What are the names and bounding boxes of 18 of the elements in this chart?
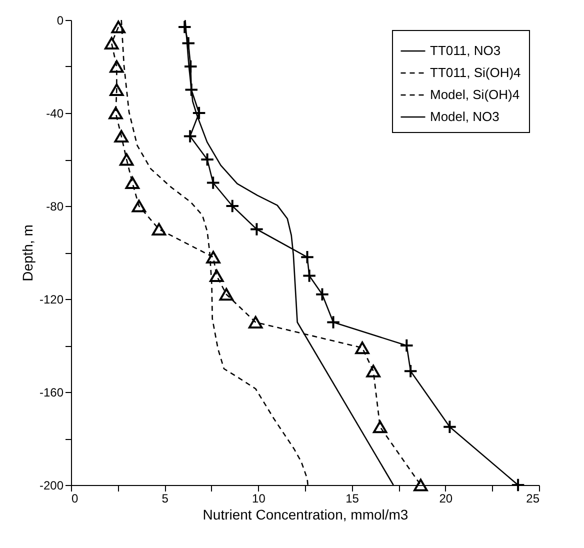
y-tick-label: -200 [39, 478, 64, 492]
x-tick-label: 15 [346, 492, 360, 506]
legend-label: Model, NO3 [430, 109, 500, 124]
legend-label: Model, Si(OH)4 [430, 87, 520, 102]
y-tick-label: 0 [56, 14, 64, 28]
y-tick-label: -80 [46, 200, 64, 214]
x-axis-title: Nutrient Concentration, mmol/m3 [202, 506, 408, 522]
x-tick-label: 0 [72, 492, 78, 506]
y-tick-label: -120 [39, 292, 64, 306]
y-tick-label: -160 [39, 386, 64, 400]
y-tick-label: -40 [46, 106, 64, 120]
x-tick-label: 25 [526, 492, 540, 506]
x-tick-label: 10 [252, 492, 266, 506]
legend-label: TT011, Si(OH)4 [430, 65, 521, 80]
x-tick-label: 5 [162, 492, 169, 506]
x-tick-label: 20 [439, 492, 453, 506]
y-axis-title: Depth, m [19, 224, 36, 282]
legend-label: TT011, NO3 [430, 43, 501, 58]
